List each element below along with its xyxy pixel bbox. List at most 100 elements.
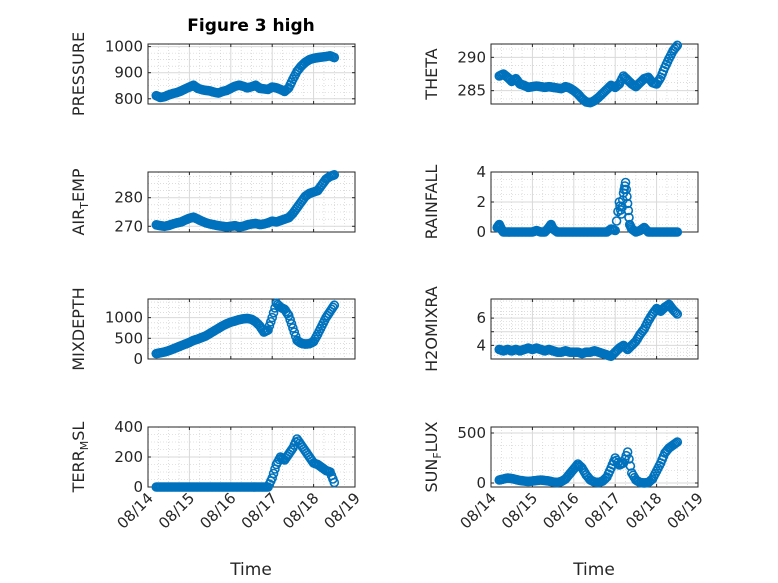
subplot-terr_msl: 08/1408/1508/1608/1708/1808/190200400TER… [69, 418, 364, 532]
axes-border [490, 298, 699, 360]
data-point [671, 42, 681, 52]
x-tick-label: 08/18 [622, 489, 665, 532]
data-point [669, 306, 680, 317]
y-tick-label: 0 [133, 478, 143, 496]
data-point [288, 323, 298, 333]
y-axis-label-pressure: PRESSURE [69, 32, 88, 116]
data-point [611, 216, 622, 226]
data-point [263, 325, 273, 335]
subplot-grid: 800 900 1000 PRESSURE 285 290 THETA 270 280 AIRTE… [69, 32, 707, 532]
series-air_temp [151, 170, 340, 232]
y-tick-label: 0 [476, 474, 486, 492]
data-point [329, 52, 340, 63]
data-point [267, 312, 278, 323]
data-point [621, 343, 632, 353]
y-tick-label: 2 [476, 193, 486, 211]
y-tick-label: 400 [114, 418, 143, 436]
data-point [289, 327, 300, 337]
x-tick-label: 08/16 [539, 489, 582, 532]
data-point [671, 307, 681, 318]
data-point [610, 225, 621, 236]
y-tick-label: 6 [476, 309, 486, 327]
data-point [620, 341, 630, 352]
x-tick-label: 08/14 [457, 489, 500, 532]
y-tick-label: 200 [114, 448, 143, 466]
series-rainfall [492, 177, 683, 237]
subplot-rainfall: 0 2 4 RAINFALL [422, 163, 699, 241]
data-point [328, 302, 338, 313]
y-tick-label: 0 [476, 223, 486, 241]
x-axis-label-right: Time [572, 560, 615, 580]
data-point [625, 461, 636, 471]
subplot-air_temp: 270 280 AIRTEMP [69, 168, 356, 236]
y-tick-label: 280 [114, 189, 143, 207]
series-theta [494, 40, 683, 108]
x-tick-label: 08/18 [279, 489, 322, 532]
y-tick-label: 1000 [105, 38, 143, 56]
data-point [622, 447, 633, 457]
y-tick-label: 1000 [105, 309, 143, 327]
x-tick-label: 08/17 [581, 489, 624, 532]
y-tick-label: 800 [114, 90, 143, 108]
x-tick-label: 08/19 [664, 489, 707, 532]
axes-border [147, 298, 356, 360]
x-tick-label: 08/15 [498, 489, 541, 532]
y-axis-label-mixdepth: MIXDEPTH [69, 287, 88, 370]
axes-border [147, 43, 356, 105]
axes-border [147, 171, 356, 233]
data-point [671, 438, 681, 448]
data-point [329, 477, 340, 488]
y-axis-label-theta: THETA [422, 48, 441, 100]
data-point [672, 40, 683, 51]
data-point [622, 191, 632, 202]
data-point [672, 309, 683, 319]
subplot-pressure: 800 900 1000 PRESSURE [69, 32, 356, 116]
subplot-h2omixra: 4 6 H2OMIXRA [422, 286, 699, 372]
y-axis-label-air_temp: AIRTEMP [69, 168, 91, 235]
data-point [268, 468, 279, 479]
data-point [266, 316, 276, 327]
subplot-mixdepth: 0 500 1000 MIXDEPTH [69, 287, 356, 371]
axes-border [490, 426, 699, 488]
data-point [268, 307, 279, 318]
data-point [622, 198, 633, 209]
data-point [286, 319, 297, 329]
series-pressure [151, 50, 340, 103]
x-tick-label: 08/15 [155, 489, 198, 532]
subplot-theta: 285 290 THETA [422, 40, 699, 108]
x-tick-label: 08/17 [238, 489, 281, 532]
y-tick-label: 500 [457, 424, 486, 442]
data-point [672, 227, 683, 237]
data-point [286, 445, 297, 455]
data-point [621, 184, 632, 195]
figure-title: Figure 3 high [187, 16, 315, 36]
data-point [267, 473, 278, 483]
series-h2omixra [494, 299, 683, 362]
data-point [285, 314, 295, 325]
x-axis-label-left: Time [229, 560, 272, 580]
y-tick-label: 4 [476, 163, 486, 181]
y-tick-label: 270 [114, 217, 143, 235]
y-tick-label: 500 [114, 329, 143, 347]
data-point [283, 310, 294, 321]
data-point [624, 454, 634, 464]
y-tick-label: 4 [476, 336, 486, 354]
y-tick-label: 290 [457, 48, 486, 66]
x-tick-label: 08/16 [196, 489, 239, 532]
y-tick-label: 0 [133, 350, 143, 368]
data-point [672, 437, 683, 447]
y-tick-label: 285 [457, 82, 486, 100]
series-mixdepth [151, 298, 340, 359]
data-point [329, 170, 340, 180]
y-axis-label-sun_flux: SUNFLUX [422, 421, 444, 492]
series-sun_flux [494, 437, 683, 488]
series-terr_msl [151, 434, 340, 492]
data-point [623, 205, 634, 216]
y-tick-label: 900 [114, 64, 143, 82]
data-point [329, 300, 340, 311]
data-point [264, 321, 275, 331]
y-axis-label-rainfall: RAINFALL [422, 165, 441, 240]
y-axis-label-terr_msl: TERRMSL [69, 422, 91, 494]
